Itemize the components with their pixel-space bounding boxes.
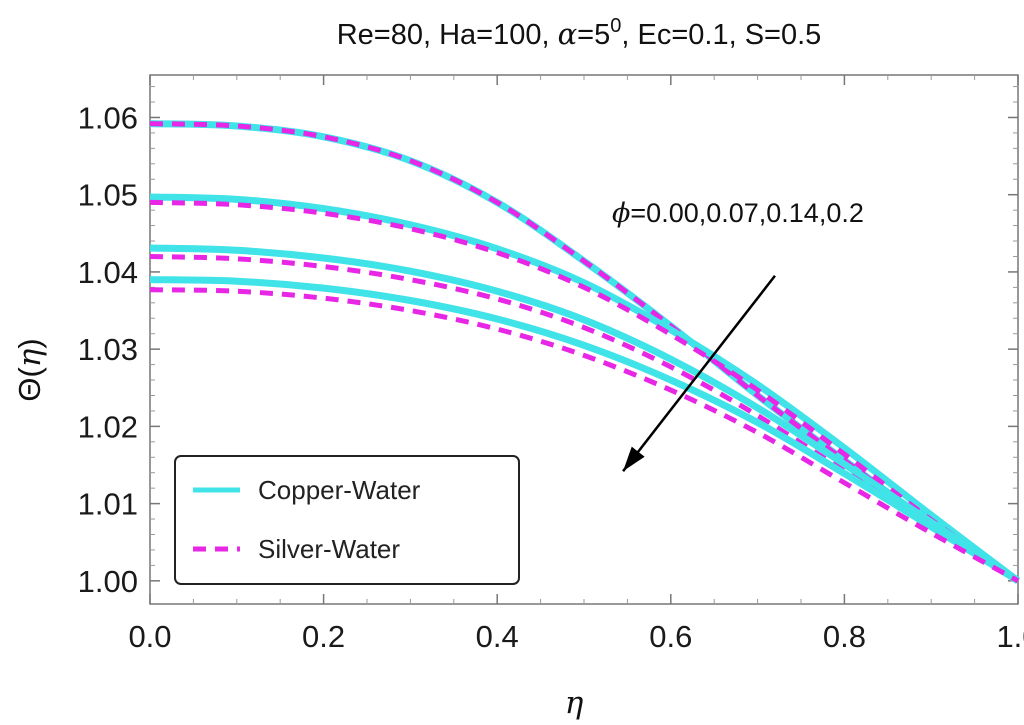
y-tick-label: 1.01 [78, 487, 138, 522]
x-tick-label: 0.4 [476, 619, 519, 654]
x-tick-label: 0.8 [823, 619, 866, 654]
series-copper-water-phi-0.14 [149, 244, 1020, 584]
x-tick-label: 0.6 [649, 619, 692, 654]
x-tick-label: 0.0 [128, 619, 171, 654]
y-tick-label: 1.02 [78, 409, 138, 444]
y-tick-label: 1.04 [78, 255, 138, 290]
legend-label-silver: Silver-Water [258, 534, 400, 564]
series-silver-water-phi-0.2 [149, 287, 1020, 584]
x-axis-label: η [565, 685, 584, 721]
chart-title: Re=80, Ha=100, α=50, Ec=0.1, S=0.5 [337, 15, 822, 51]
series-copper-water-phi-0.2 [149, 276, 1020, 584]
phi-arrow-head [623, 446, 645, 472]
x-tick-label: 1.0 [996, 619, 1024, 654]
series-silver-water-phi-0 [149, 121, 1020, 583]
x-tick-label: 0.2 [302, 619, 345, 654]
arrow-layer [622, 275, 776, 472]
phi-annotation: ϕ=0.00,0.07,0.14,0.2 [612, 198, 864, 229]
y-tick-label: 1.06 [78, 100, 138, 135]
legend-label-copper: Copper-Water [258, 475, 421, 505]
series-silver-water-phi-0.07 [149, 199, 1020, 583]
y-axis-label: Θ(η) [12, 338, 48, 401]
y-tick-label: 1.05 [78, 178, 138, 213]
legend-box [174, 455, 520, 585]
y-tick-label: 1.03 [78, 332, 138, 367]
series-copper-water-phi-0.07 [149, 193, 1021, 584]
ticks-layer: 0.0 0.2 0.4 0.6 0.8 1.0 1.00 1.01 1.02 1.03 1.04 1.… [78, 75, 1024, 654]
phi-arrow-shaft [622, 275, 776, 472]
y-tick-label: 1.00 [78, 564, 138, 599]
legend: Copper-Water Silver-Water [174, 455, 520, 585]
series-layer [149, 120, 1021, 584]
